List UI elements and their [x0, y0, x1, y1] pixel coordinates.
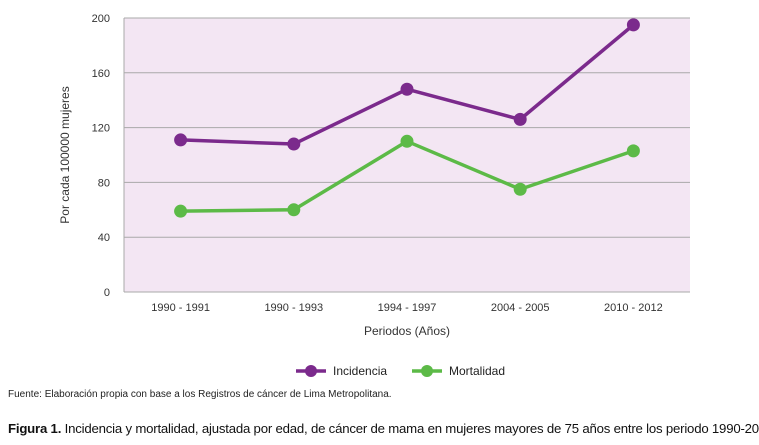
legend: Incidencia Mortalidad [296, 364, 505, 378]
x-tick-label: 2010 - 2012 [604, 302, 663, 314]
x-tick-label: 1994 - 1997 [378, 302, 437, 314]
data-point [513, 182, 527, 196]
grid [123, 17, 690, 293]
y-tick-label: 40 [98, 232, 110, 244]
x-tick-label: 1990 - 1991 [151, 302, 210, 314]
y-axis-ticks: 0 40 80 120 160 200 [92, 13, 110, 299]
data-point [287, 203, 301, 217]
data-point [400, 82, 414, 96]
data-point [626, 144, 640, 158]
data-point [287, 137, 301, 151]
x-axis-title: Periodos (Años) [364, 324, 450, 338]
caption-text: Incidencia y mortalidad, ajustada por ed… [61, 421, 759, 436]
legend-label: Mortalidad [449, 364, 505, 378]
data-point [400, 134, 414, 148]
legend-label: Incidencia [333, 364, 387, 378]
y-tick-label: 200 [92, 13, 110, 25]
data-point [174, 204, 188, 218]
data-point [513, 112, 527, 126]
series-incidencia [174, 18, 640, 151]
x-tick-label: 2004 - 2005 [491, 302, 550, 314]
y-tick-label: 160 [92, 68, 110, 80]
y-tick-label: 0 [104, 287, 110, 299]
x-tick-label: 1990 - 1993 [264, 302, 323, 314]
series-mortalidad [174, 134, 640, 218]
legend-item: Mortalidad [412, 364, 505, 378]
legend-item: Incidencia [296, 364, 387, 378]
series [174, 18, 640, 218]
y-axis-title: Por cada 100000 mujeres [58, 86, 72, 223]
x-axis-ticks: 1990 - 1991 1990 - 1993 1994 - 1997 2004 - … [151, 302, 663, 314]
data-point [626, 18, 640, 32]
plot-background [124, 18, 690, 292]
figure-caption: Figura 1. Incidencia y mortalidad, ajust… [8, 421, 759, 436]
y-tick-label: 80 [98, 177, 110, 189]
caption-label: Figura 1. [8, 421, 62, 436]
y-tick-label: 120 [92, 123, 110, 135]
source-note: Fuente: Elaboración propia con base a lo… [8, 389, 392, 400]
data-point [174, 133, 188, 147]
legend-marker [305, 365, 317, 377]
legend-marker [421, 365, 433, 377]
